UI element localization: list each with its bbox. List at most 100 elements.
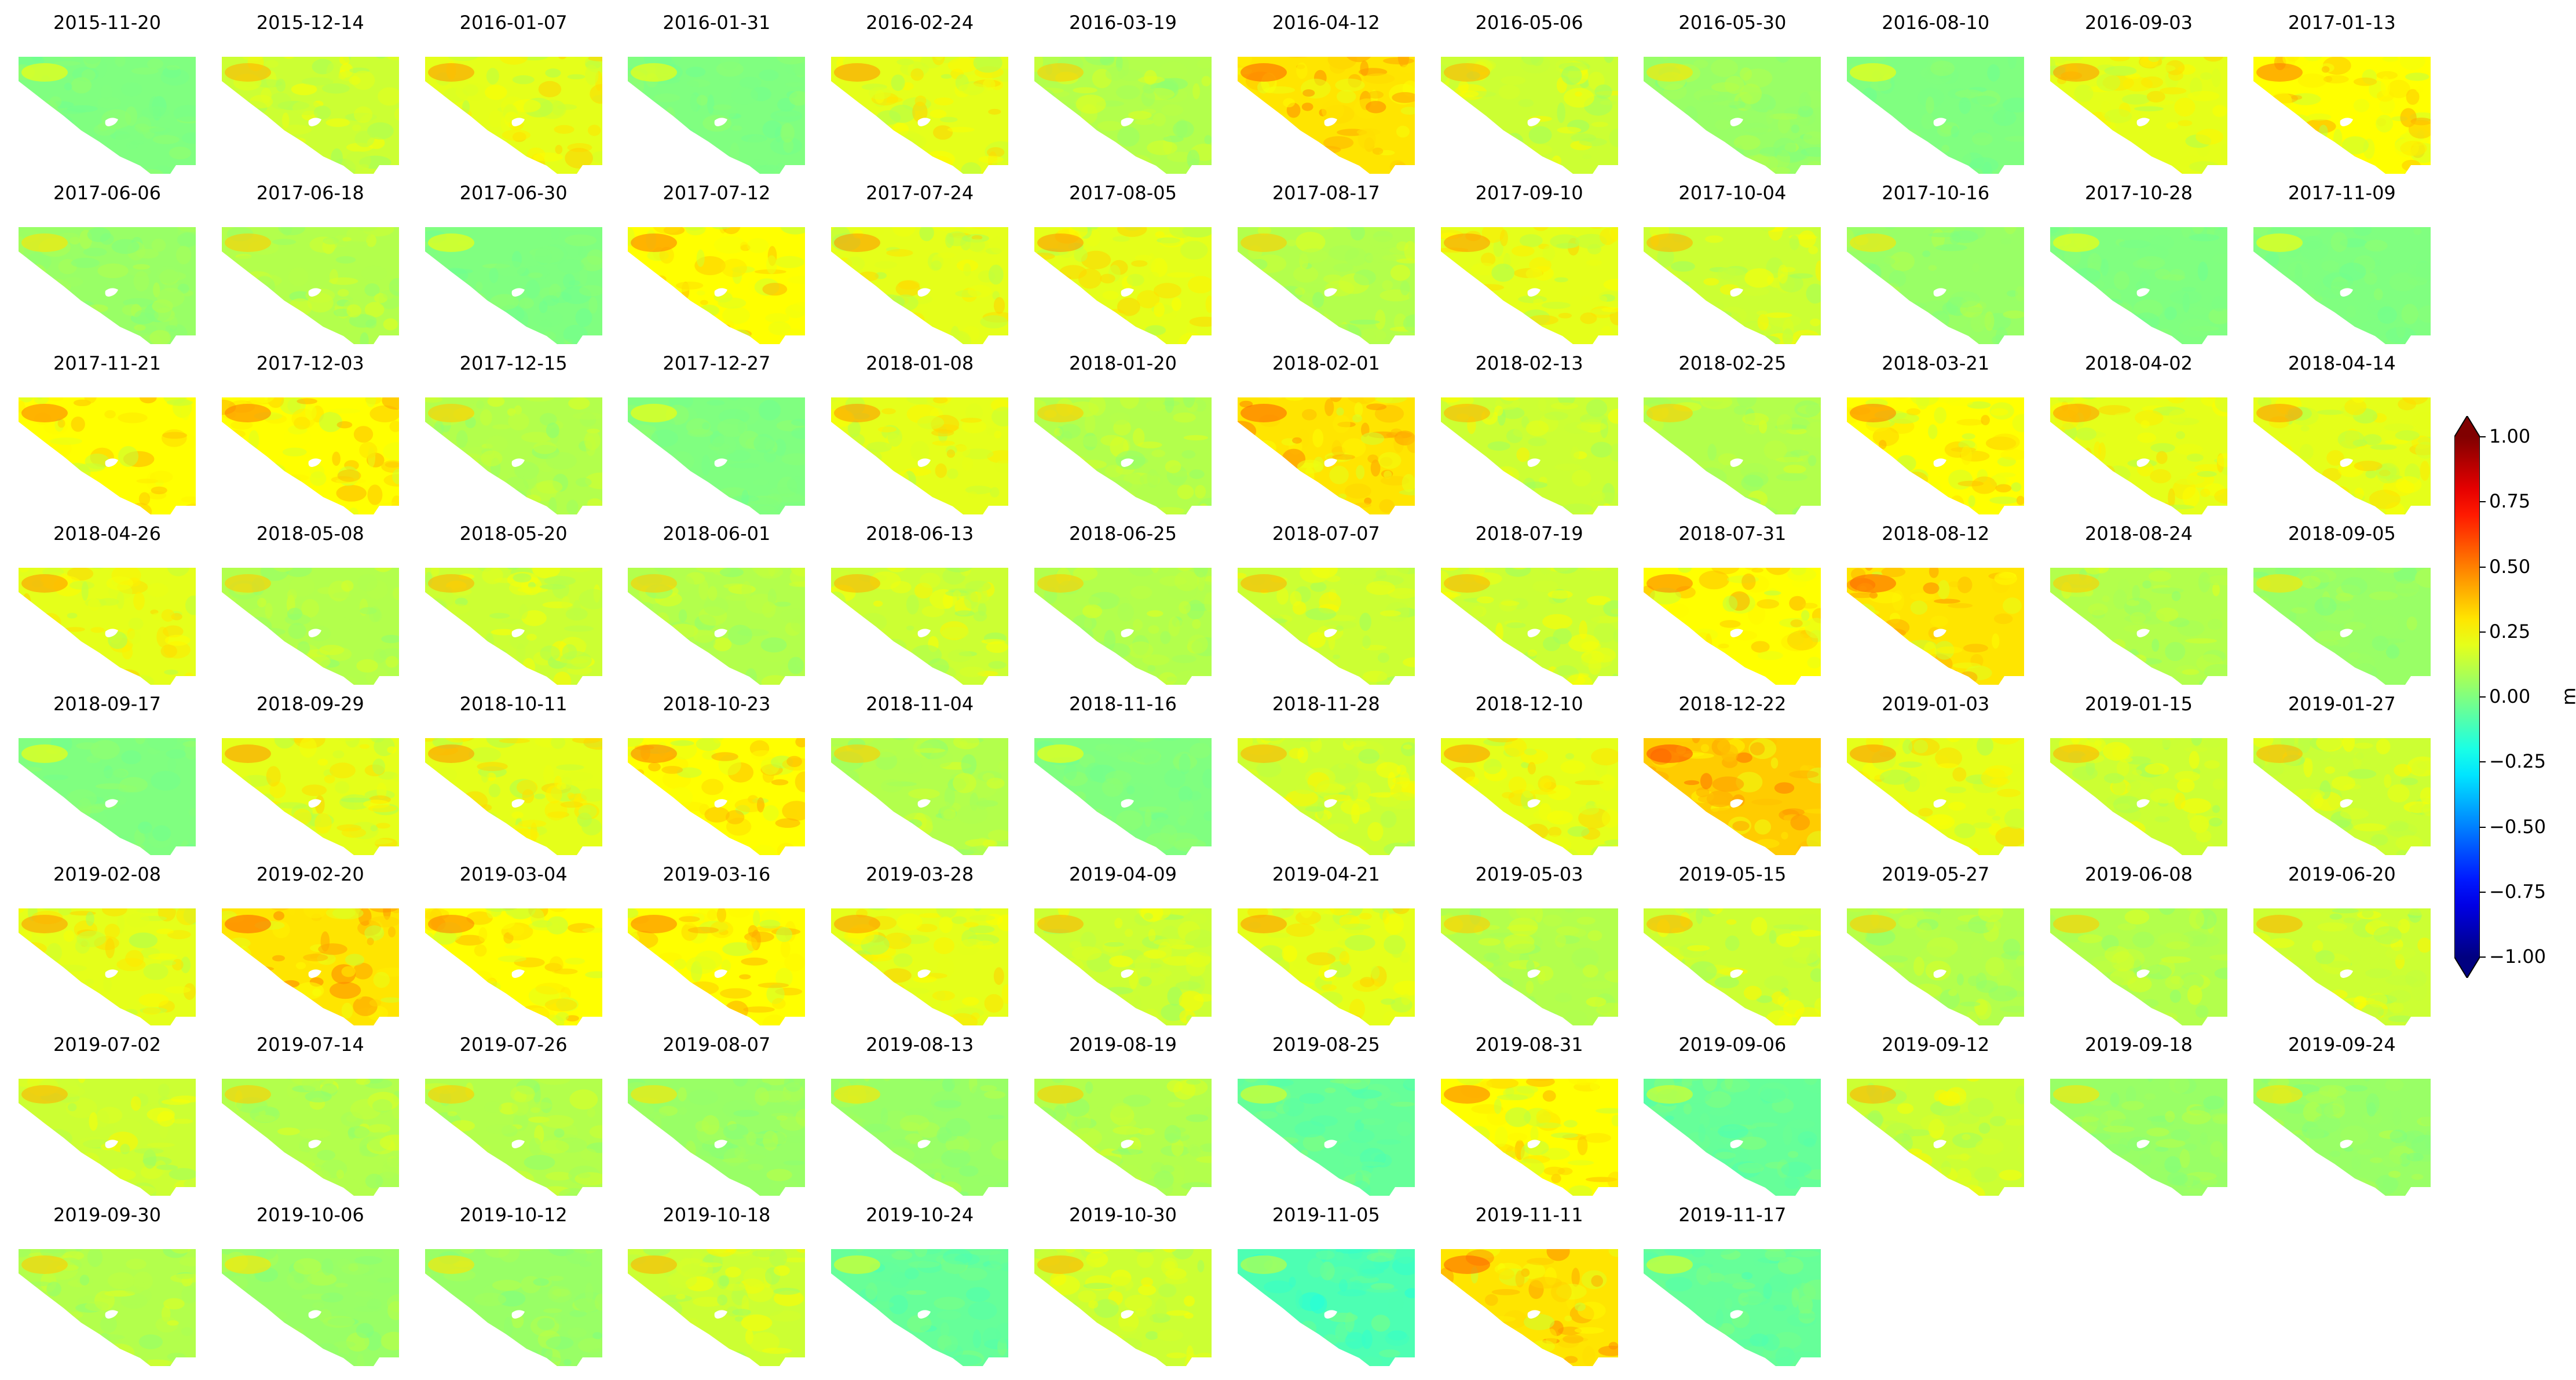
- map-texture: [1345, 57, 1373, 63]
- map-texture: [1498, 85, 1520, 100]
- map-texture: [1360, 432, 1384, 445]
- map-texture: [1201, 76, 1211, 87]
- map-texture: [1037, 233, 1084, 252]
- map-texture: [1478, 469, 1501, 478]
- map-texture: [1301, 409, 1317, 421]
- map-hole: [1527, 799, 1541, 808]
- map-texture: [1865, 461, 1887, 474]
- map-texture: [1186, 728, 1205, 734]
- map-texture: [72, 492, 86, 508]
- map-texture: [2212, 778, 2225, 790]
- map-texture: [531, 246, 564, 264]
- map-texture: [702, 422, 710, 430]
- map-texture: [19, 813, 30, 830]
- map-texture: [2086, 335, 2118, 344]
- map-texture: [1494, 817, 1505, 834]
- map-texture: [19, 797, 43, 813]
- map-texture: [447, 451, 467, 470]
- map-texture: [341, 827, 366, 838]
- map-texture: [303, 908, 327, 919]
- map-texture: [1034, 456, 1049, 471]
- map-texture: [1058, 908, 1070, 918]
- map-texture: [2370, 834, 2388, 846]
- map-texture: [58, 1002, 74, 1013]
- map-texture: [890, 387, 912, 397]
- map-texture: [49, 468, 58, 474]
- map-hole: [714, 969, 728, 978]
- map-texture: [720, 57, 740, 70]
- map-texture: [2008, 57, 2017, 70]
- map-texture: [2333, 129, 2343, 148]
- map-texture: [156, 902, 177, 907]
- map-texture: [2314, 597, 2337, 616]
- map-texture: [876, 153, 908, 172]
- map-texture: [1100, 57, 1114, 66]
- map-texture: [1930, 60, 1955, 76]
- map-texture: [1937, 763, 1959, 769]
- map-texture: [872, 158, 883, 174]
- map-texture: [977, 798, 989, 810]
- map-texture: [1245, 325, 1266, 344]
- map-texture: [373, 57, 388, 59]
- map-texture: [1063, 665, 1080, 678]
- map-texture: [382, 442, 399, 461]
- map-texture: [250, 397, 265, 408]
- map-texture: [1053, 451, 1060, 465]
- map-texture: [691, 147, 715, 168]
- displacement-map: [425, 57, 602, 174]
- map-texture: [514, 668, 522, 675]
- map-texture: [1649, 654, 1669, 673]
- map-texture: [517, 586, 548, 593]
- map-texture: [1532, 298, 1543, 305]
- map-texture: [1073, 87, 1097, 94]
- map-texture: [1034, 615, 1062, 634]
- map-texture: [1674, 307, 1690, 317]
- map-texture: [1380, 811, 1397, 828]
- map-texture: [387, 57, 399, 60]
- map-texture: [437, 316, 447, 327]
- map-texture: [1950, 495, 1964, 512]
- map-texture: [1879, 769, 1912, 785]
- map-texture: [2335, 593, 2354, 602]
- map-texture: [831, 774, 850, 794]
- map-texture: [148, 953, 178, 960]
- map-texture: [741, 957, 769, 966]
- map-texture: [713, 738, 723, 744]
- map-texture: [1661, 125, 1681, 134]
- map-hole: [2136, 458, 2150, 467]
- map-texture: [1329, 60, 1346, 74]
- map-texture: [1449, 144, 1475, 156]
- map-texture: [1671, 261, 1696, 272]
- map-texture: [46, 155, 60, 163]
- map-texture: [881, 674, 906, 685]
- map-texture: [707, 94, 715, 114]
- map-texture: [934, 97, 954, 105]
- map-texture: [19, 134, 31, 156]
- map-texture: [936, 908, 958, 918]
- map-texture: [894, 1016, 919, 1023]
- map-texture: [1146, 168, 1153, 174]
- map-texture: [2401, 159, 2421, 171]
- map-texture: [968, 845, 1000, 854]
- map-texture: [914, 95, 927, 107]
- map-texture: [1702, 333, 1714, 344]
- map-texture: [1205, 295, 1212, 313]
- map-texture: [1653, 273, 1678, 280]
- map-texture: [686, 67, 706, 78]
- map-texture: [1443, 662, 1463, 670]
- map-texture: [1970, 313, 1986, 333]
- map-texture: [1539, 835, 1571, 854]
- displacement-map-panel: [1237, 728, 1415, 855]
- map-texture: [1310, 582, 1327, 592]
- map-hole: [511, 629, 525, 637]
- map-texture: [2417, 305, 2431, 323]
- map-texture: [262, 308, 292, 317]
- map-texture: [572, 412, 602, 420]
- map-hole: [2340, 288, 2353, 297]
- map-texture: [1929, 568, 1939, 578]
- map-texture: [2271, 105, 2284, 117]
- map-texture: [722, 227, 741, 235]
- map-texture: [865, 908, 891, 910]
- map-texture: [177, 227, 196, 232]
- map-texture: [1805, 618, 1821, 638]
